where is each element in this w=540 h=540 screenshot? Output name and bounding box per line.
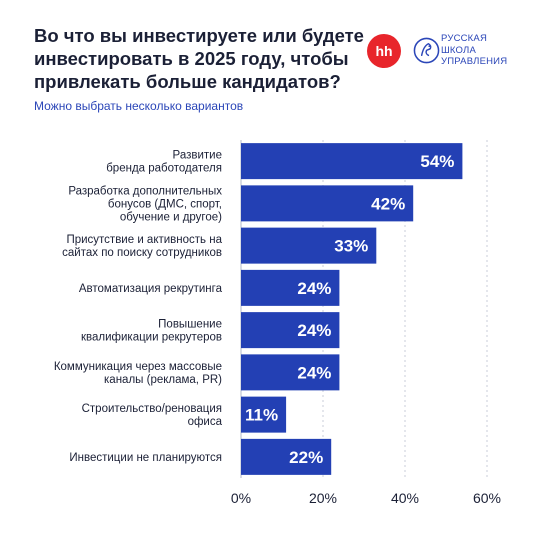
bar <box>241 269 340 306</box>
category-label: Строительство/реновация офиса <box>82 403 223 428</box>
hh-logo: hh <box>367 34 401 68</box>
rsu-logo-line-3: УПРАВЛЕНИЯ <box>441 56 508 67</box>
rsu-logo-line-2: ШКОЛА <box>441 44 476 56</box>
rsu-emblem-icon <box>413 37 440 64</box>
category-label-line: Разработка дополнительных <box>68 185 222 197</box>
x-tick-label: 40% <box>391 490 419 506</box>
category-label-line: Строительство/реновация <box>82 403 222 415</box>
bar-value-label: 22% <box>289 448 323 467</box>
bar <box>241 312 340 349</box>
category-label-line: офиса <box>188 416 223 428</box>
category-label-line: квалификации рекрутеров <box>81 332 222 344</box>
bar <box>241 185 414 222</box>
bar-value-label: 42% <box>371 194 405 213</box>
category-label-line: Присутствие и активность на <box>66 234 222 246</box>
category-label: Разработка дополнительных бонусов (ДМС, с… <box>68 185 222 223</box>
title-line-2: инвестировать в 2025 году, чтобы <box>34 48 349 69</box>
category-label-line: бонусов (ДМС, спорт, <box>108 198 222 210</box>
category-label-line: бренда работодателя <box>106 163 222 175</box>
category-label-line: обучение и другое) <box>120 211 222 223</box>
category-label-line: Повышение <box>158 319 222 331</box>
bar <box>241 143 463 180</box>
category-label: Повышение квалификации рекрутеров <box>81 319 222 344</box>
category-label-line: Автоматизация рекрутинга <box>79 283 223 295</box>
bar <box>241 438 332 475</box>
bar-value-label: 24% <box>297 363 331 382</box>
title-line-1: Во что вы инвестируете или будете <box>34 25 364 46</box>
bar-value-label: 33% <box>334 237 368 256</box>
bar <box>241 354 340 391</box>
category-label: Присутствие и активность на сайтах по пои… <box>62 234 222 259</box>
x-tick-label: 20% <box>309 490 337 506</box>
rsu-logo: РУССКАЯ ШКОЛА УПРАВЛЕНИЯ <box>413 33 523 69</box>
rsu-logo-line-1: РУССКАЯ <box>441 33 488 44</box>
x-tick-label: 0% <box>231 490 251 506</box>
category-label: Автоматизация рекрутинга <box>79 283 223 295</box>
bar-value-label: 24% <box>297 279 331 298</box>
bar-value-label: 54% <box>420 152 454 171</box>
title-line-3: привлекать больше кандидатов? <box>34 71 341 92</box>
category-label: Инвестиции не планируются <box>69 452 222 464</box>
category-label: Развитие бренда работодателя <box>106 150 222 175</box>
chart-title: Во что вы инвестируете или будете инвест… <box>34 24 364 93</box>
category-label-line: сайтах по поиску сотрудников <box>62 247 222 259</box>
bar <box>241 227 377 264</box>
category-label-line: каналы (реклама, PR) <box>104 374 222 386</box>
category-label-line: Коммуникация через массовые <box>54 361 222 373</box>
chart-subtitle: Можно выбрать несколько вариантов <box>34 99 244 113</box>
bar-value-label: 11% <box>245 406 278 425</box>
bar-value-label: 24% <box>297 321 331 340</box>
category-label: Коммуникация через массовые каналы (рекла… <box>54 361 222 386</box>
rsu-logo-text: РУССКАЯ ШКОЛА УПРАВЛЕНИЯ <box>441 33 507 68</box>
bar <box>241 396 287 433</box>
category-label-line: Развитие <box>173 150 222 162</box>
x-tick-label: 60% <box>473 490 501 506</box>
category-label-line: Инвестиции не планируются <box>69 452 222 464</box>
